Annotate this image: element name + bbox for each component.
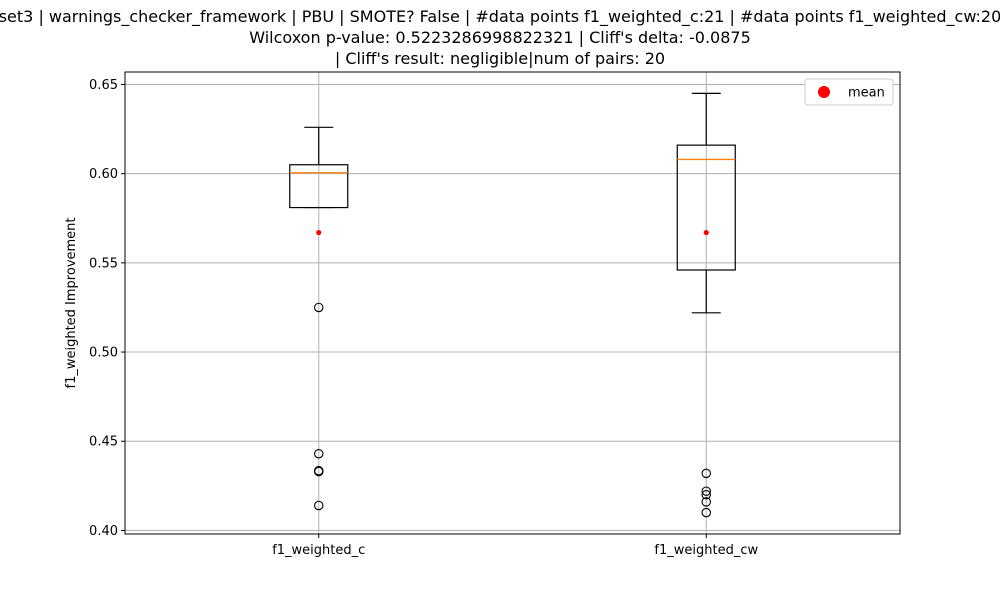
outlier-point [701, 490, 711, 500]
y-tick-label: 0.45 [89, 435, 118, 450]
y-tick-label: 0.50 [89, 346, 118, 361]
chart-title-line-1: set3 | warnings_checker_framework | PBU … [0, 7, 1000, 26]
y-tick-label: 0.40 [89, 524, 118, 539]
legend: mean [804, 78, 894, 106]
outlier-point [701, 507, 711, 518]
iqr-box [676, 144, 736, 271]
outlier-point [313, 448, 324, 459]
mean-point [703, 229, 709, 236]
axes: 0.40 0.45 0.50 0.55 0.60 0.65 f1_weighted_c f1_… [89, 71, 901, 558]
plot-frame [124, 71, 901, 535]
chart-title-line-3: | Cliff's result: negligible|num of pair… [334, 49, 666, 68]
y-axis-label: f1_weighted Improvement [64, 217, 79, 388]
legend-mean-label: mean [848, 86, 885, 101]
outlier-point [313, 466, 324, 477]
x-tick-label: f1_weighted_cw [654, 543, 758, 558]
x-tick-label: f1_weighted_c [272, 543, 365, 558]
outlier-point [701, 486, 711, 496]
box-plots [289, 92, 736, 518]
outlier-point [313, 500, 324, 511]
y-tick-label: 0.65 [89, 78, 118, 93]
outlier-point [313, 302, 324, 313]
chart-title-line-2: Wilcoxon p-value: 0.5223286998822321 | C… [249, 28, 751, 47]
iqr-box [289, 164, 349, 209]
legend-mean-marker [818, 86, 830, 98]
y-tick-label: 0.60 [89, 167, 118, 182]
outlier-point [701, 497, 711, 507]
legend-frame [804, 78, 894, 106]
y-tick-label: 0.55 [89, 256, 118, 271]
mean-point [316, 229, 322, 236]
outlier-point [701, 468, 711, 479]
grid-lines [125, 72, 900, 534]
